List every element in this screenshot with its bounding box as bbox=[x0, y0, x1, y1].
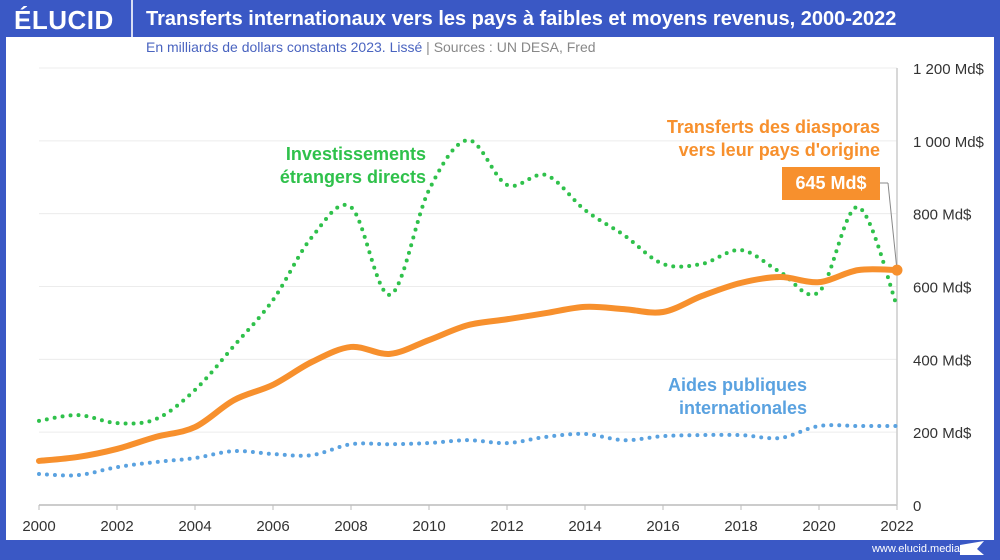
y-tick-label: 1 200 Md$ bbox=[913, 61, 985, 78]
y-tick-label: 200 Md$ bbox=[913, 425, 972, 442]
callout-leader bbox=[887, 182, 898, 271]
x-tick-label: 2002 bbox=[100, 518, 133, 535]
elucid-flag-icon bbox=[960, 541, 984, 555]
header-divider bbox=[131, 0, 133, 37]
fdi-line bbox=[37, 138, 899, 426]
aid-label-line1: Aides publiques bbox=[667, 375, 807, 395]
y-tick-label: 0 bbox=[913, 498, 921, 515]
x-tick-label: 2004 bbox=[178, 518, 211, 535]
x-tick-label: 2006 bbox=[256, 518, 289, 535]
remittances-endpoint bbox=[891, 264, 903, 276]
subtitle-separator: | bbox=[426, 39, 430, 55]
chart-subtitle: En milliards de dollars constants 2023. … bbox=[146, 39, 596, 55]
remittances-label: Transferts des diasporas vers leur pays … bbox=[600, 116, 880, 162]
aid-label: Aides publiques internationales bbox=[600, 374, 807, 420]
fdi-label: Investissements étrangers directs bbox=[230, 143, 426, 189]
x-tick-label: 2018 bbox=[724, 518, 757, 535]
y-tick-label: 400 Md$ bbox=[913, 352, 972, 369]
subtitle-text: En milliards de dollars constants 2023. … bbox=[146, 39, 423, 55]
aid-line bbox=[37, 423, 899, 478]
x-tick-label: 2012 bbox=[490, 518, 523, 535]
x-tick-label: 2000 bbox=[22, 518, 55, 535]
elucid-logo: ÉLUCID bbox=[14, 5, 114, 35]
chart-panel bbox=[6, 37, 994, 540]
y-tick-label: 600 Md$ bbox=[913, 280, 972, 297]
x-tick-label: 2016 bbox=[646, 518, 679, 535]
x-tick-label: 2022 bbox=[880, 518, 913, 535]
y-tick-label: 800 Md$ bbox=[913, 207, 972, 224]
remittances-label-line2: vers leur pays d'origine bbox=[678, 140, 880, 160]
x-tick-label: 2020 bbox=[802, 518, 835, 535]
fdi-label-line2: étrangers directs bbox=[279, 167, 426, 187]
x-tick-label: 2014 bbox=[568, 518, 601, 535]
remittances-line bbox=[36, 266, 900, 464]
y-tick-label: 1 000 Md$ bbox=[913, 134, 985, 151]
remittances-label-line1: Transferts des diasporas bbox=[666, 117, 880, 137]
chart-title: Transferts internationaux vers les pays … bbox=[146, 8, 897, 30]
footer-url: www.elucid.media bbox=[871, 543, 960, 555]
x-tick-label: 2008 bbox=[334, 518, 367, 535]
x-tick-label: 2010 bbox=[412, 518, 445, 535]
subtitle-sources: Sources : UN DESA, Fred bbox=[433, 39, 596, 55]
fdi-label-line1: Investissements bbox=[285, 144, 426, 164]
callout-645: 645 Md$ bbox=[782, 167, 880, 200]
aid-label-line2: internationales bbox=[678, 398, 807, 418]
